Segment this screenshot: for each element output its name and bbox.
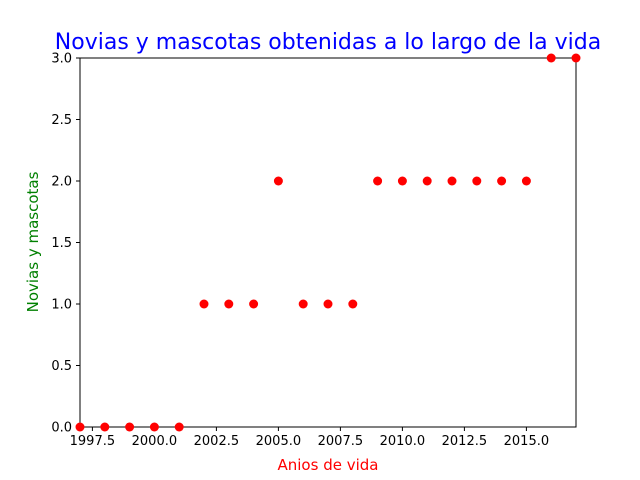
chart-title: Novias y mascotas obtenidas a lo largo d…: [55, 30, 601, 55]
y-tick-label: 1.0: [51, 298, 72, 313]
x-tick-label: 2007.5: [318, 434, 364, 449]
x-tick-label: 2012.5: [442, 434, 488, 449]
y-tick-label: 0.5: [51, 359, 72, 374]
data-point: [75, 422, 85, 432]
x-tick-label: 2015.0: [504, 434, 550, 449]
data-point: [397, 176, 407, 186]
data-point: [273, 176, 283, 186]
data-point: [546, 53, 556, 63]
data-point: [298, 299, 308, 309]
y-tick-label: 2.5: [51, 113, 72, 128]
y-axis-label: Novias y mascotas: [24, 171, 42, 312]
x-tick-label: 2000.0: [132, 434, 178, 449]
data-point: [497, 176, 507, 186]
data-point: [472, 176, 482, 186]
x-axis-label: Anios de vida: [278, 456, 379, 474]
data-point: [174, 422, 184, 432]
data-point: [373, 176, 383, 186]
data-point: [422, 176, 432, 186]
data-point: [348, 299, 358, 309]
data-point: [125, 422, 135, 432]
y-tick-label: 3.0: [51, 52, 72, 67]
data-point: [323, 299, 333, 309]
y-tick-label: 1.5: [51, 236, 72, 251]
y-tick-label: 2.0: [51, 175, 72, 190]
data-point: [100, 422, 110, 432]
data-point: [571, 53, 581, 63]
data-point: [249, 299, 259, 309]
x-tick-label: 2010.0: [380, 434, 426, 449]
data-point: [521, 176, 531, 186]
data-points: [75, 53, 581, 432]
data-point: [447, 176, 457, 186]
x-tick-label: 2005.0: [256, 434, 302, 449]
data-point: [199, 299, 209, 309]
x-tick-label: 1997.5: [70, 434, 116, 449]
data-point: [149, 422, 159, 432]
axes: 1997.5 2000.0 2002.5 2005.0 2007.5 2010.0 2012…: [51, 52, 577, 449]
plot-frame: [79, 57, 577, 428]
x-tick-label: 2002.5: [194, 434, 240, 449]
y-tick-label: 0.0: [51, 421, 72, 436]
data-point: [224, 299, 234, 309]
